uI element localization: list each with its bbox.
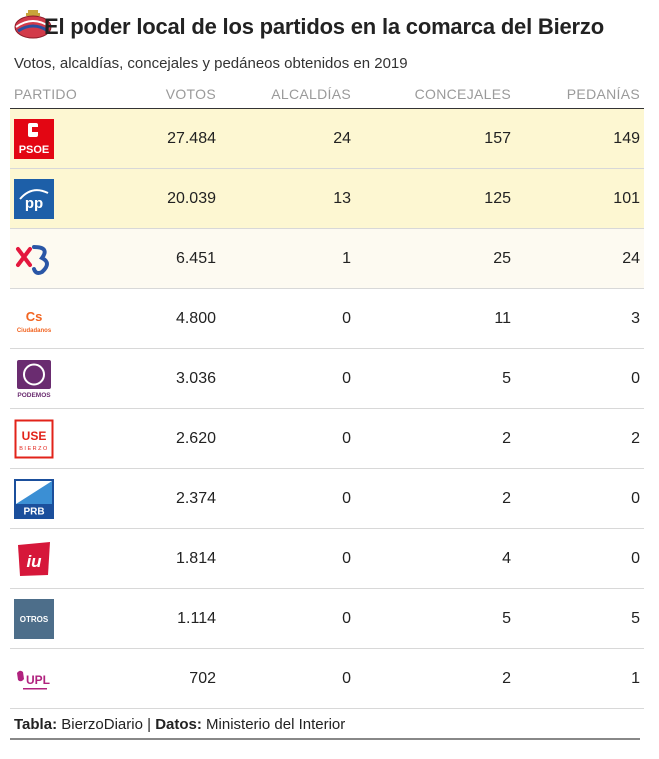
votos-cell: 702 (100, 648, 220, 709)
footer-divider (10, 738, 640, 740)
bierzo-crest-icon (14, 10, 52, 39)
alcaldias-cell: 13 (220, 168, 355, 229)
votos-cell: 6.451 (100, 228, 220, 289)
table-row: USE BIERZO 2.620 0 2 2 (10, 408, 644, 469)
psoe-logo-icon: PSOE (14, 118, 54, 159)
svg-text:pp: pp (25, 195, 43, 212)
upl-logo-text: UPL (26, 673, 50, 687)
header (14, 8, 649, 54)
party-logo-cell: OTROS (10, 588, 100, 649)
svg-text:BIERZO: BIERZO (19, 446, 48, 452)
otros-logo-text: OTROS (20, 615, 49, 624)
concejales-cell: 157 (355, 108, 515, 169)
votos-cell: 4.800 (100, 288, 220, 349)
ciudadanos-logo-text: Ciudadanos (17, 328, 52, 334)
pedanias-cell: 0 (515, 468, 644, 529)
datos-label: Datos: (155, 716, 202, 733)
source-footer: Tabla: BierzoDiario | Datos: Ministerio … (14, 716, 345, 733)
party-logo-cell: pp (10, 168, 100, 229)
datos-value: Ministerio del Interior (206, 716, 346, 733)
pedanias-cell: 149 (515, 108, 644, 169)
iu-logo-icon: iu (18, 541, 50, 576)
column-header-alcaldias: ALCALDÍAS (220, 80, 355, 109)
table-header-row: PARTIDO VOTOS ALCALDÍAS CONCEJALES PEDAN… (10, 80, 644, 109)
party-logo-cell: Cs Ciudadanos (10, 288, 100, 349)
table-row: iu 1.814 0 4 0 (10, 528, 644, 589)
pedanias-cell: 5 (515, 588, 644, 649)
alcaldias-cell: 0 (220, 588, 355, 649)
party-logo-cell: PRB (10, 468, 100, 529)
footer-separator: | (147, 716, 152, 733)
alcaldias-cell: 24 (220, 108, 355, 169)
svg-text:Cs: Cs (26, 309, 43, 324)
upl-logo-icon: UPL (17, 670, 50, 689)
pedanias-cell: 2 (515, 408, 644, 469)
party-logo-cell: PSOE (10, 108, 100, 169)
pedanias-cell: 0 (515, 348, 644, 409)
column-header-concejales: CONCEJALES (355, 80, 515, 109)
concejales-cell: 2 (355, 468, 515, 529)
podemos-logo-text: PODEMOS (17, 392, 51, 399)
svg-text:iu: iu (26, 552, 42, 571)
table-row: PODEMOS 3.036 0 5 0 (10, 348, 644, 409)
pedanias-cell: 24 (515, 228, 644, 289)
alcaldias-cell: 0 (220, 348, 355, 409)
pedanias-cell: 0 (515, 528, 644, 589)
party-logo-cell: USE BIERZO (10, 408, 100, 469)
concejales-cell: 5 (355, 348, 515, 409)
alcaldias-cell: 0 (220, 528, 355, 589)
alcaldias-cell: 1 (220, 228, 355, 289)
page-subtitle: Votos, alcaldías, concejales y pedáneos … (14, 55, 408, 72)
alcaldias-cell: 0 (220, 408, 355, 469)
table-row: PSOE 27.484 24 157 149 (10, 108, 644, 169)
party-logo-cell: iu (10, 528, 100, 589)
prb-logo-icon: PRB (14, 478, 54, 519)
svg-text:USE: USE (22, 429, 47, 443)
pp-logo-icon: pp (14, 178, 54, 219)
page-title: El poder local de los partidos en la com… (44, 14, 604, 39)
votos-cell: 1.814 (100, 528, 220, 589)
results-table: PARTIDO VOTOS ALCALDÍAS CONCEJALES PEDAN… (10, 80, 644, 709)
alcaldias-cell: 0 (220, 288, 355, 349)
podemos-logo-icon: PODEMOS (17, 359, 51, 399)
party-logo-cell (10, 228, 100, 289)
votos-cell: 27.484 (100, 108, 220, 169)
concejales-cell: 2 (355, 648, 515, 709)
column-header-partido: PARTIDO (10, 80, 100, 109)
table-row: 6.451 1 25 24 (10, 228, 644, 289)
concejales-cell: 11 (355, 288, 515, 349)
votos-cell: 2.620 (100, 408, 220, 469)
tabla-label: Tabla: (14, 716, 58, 733)
column-header-votos: VOTOS (100, 80, 220, 109)
use-bierzo-logo-icon: USE BIERZO (14, 419, 54, 458)
votos-cell: 2.374 (100, 468, 220, 529)
concejales-cell: 4 (355, 528, 515, 589)
pedanias-cell: 3 (515, 288, 644, 349)
concejales-cell: 2 (355, 408, 515, 469)
pedanias-cell: 101 (515, 168, 644, 229)
table-row: pp 20.039 13 125 101 (10, 168, 644, 229)
concejales-cell: 25 (355, 228, 515, 289)
column-header-pedanias: PEDANÍAS (515, 80, 644, 109)
pedanias-cell: 1 (515, 648, 644, 709)
party-logo-cell: UPL (10, 648, 100, 709)
tabla-value: BierzoDiario (61, 716, 143, 733)
alcaldias-cell: 0 (220, 648, 355, 709)
table-row: Cs Ciudadanos 4.800 0 11 3 (10, 288, 644, 349)
prb-logo-text: PRB (23, 506, 44, 517)
table-row: UPL 702 0 2 1 (10, 648, 644, 709)
votos-cell: 3.036 (100, 348, 220, 409)
party-logo-cell: PODEMOS (10, 348, 100, 409)
ciudadanos-logo-icon: Cs Ciudadanos (17, 309, 52, 334)
psoe-logo-text: PSOE (19, 144, 50, 156)
concejales-cell: 125 (355, 168, 515, 229)
otros-logo-icon: OTROS (14, 598, 54, 639)
table-row: PRB 2.374 0 2 0 (10, 468, 644, 529)
votos-cell: 20.039 (100, 168, 220, 229)
votos-cell: 1.114 (100, 588, 220, 649)
concejales-cell: 5 (355, 588, 515, 649)
cb-logo-icon (16, 244, 49, 275)
alcaldias-cell: 0 (220, 468, 355, 529)
table-row: OTROS 1.114 0 5 5 (10, 588, 644, 649)
